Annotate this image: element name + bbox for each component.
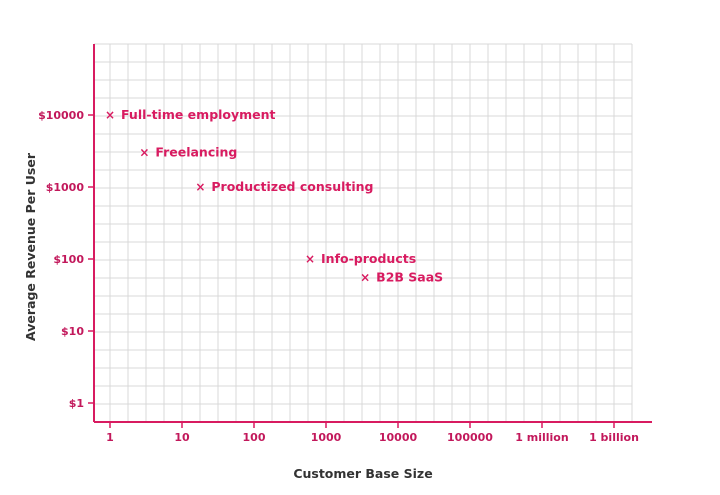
x-tick-label: 100: [243, 431, 266, 444]
data-point: × Freelancing: [139, 145, 237, 160]
point-label: B2B SaaS: [376, 270, 443, 285]
x-axis-title: Customer Base Size: [293, 466, 432, 481]
y-tick-label: $1: [69, 397, 84, 410]
x-tick-label: 1 billion: [589, 431, 639, 444]
y-tick-label: $10000: [38, 109, 84, 122]
x-tick-label: 1: [106, 431, 114, 444]
data-point: × Productized consulting: [195, 179, 373, 194]
x-tick-label: 10: [174, 431, 190, 444]
point-marker: ×: [105, 108, 115, 122]
y-axis-title: Average Revenue Per User: [23, 152, 38, 341]
grid: [94, 43, 633, 423]
point-label: Productized consulting: [211, 179, 373, 194]
x-tick-label: 10000: [379, 431, 418, 444]
point-marker: ×: [305, 252, 315, 266]
x-tick-label: 1000: [311, 431, 342, 444]
y-tick-label: $100: [53, 253, 84, 266]
axes: [93, 44, 652, 423]
point-label: Full-time employment: [121, 107, 276, 122]
point-marker: ×: [139, 146, 149, 160]
data-point: × B2B SaaS: [360, 270, 443, 285]
data-points: × Full-time employment × Freelancing × Produc…: [105, 107, 443, 285]
y-tick-label: $10: [61, 325, 84, 338]
x-tick-label: 100000: [447, 431, 493, 444]
data-point: × Full-time employment: [105, 107, 276, 122]
point-label: Freelancing: [155, 145, 237, 160]
x-tick-label: 1 million: [515, 431, 568, 444]
data-point: × Info-products: [305, 251, 416, 266]
y-tick-label: $1000: [46, 181, 85, 194]
y-axis-ticks: $1 $10 $100 $1000 $10000: [38, 109, 94, 410]
point-label: Info-products: [321, 251, 416, 266]
x-axis-ticks: 1 10 100 1000 10000 100000 1 million 1 billion: [106, 422, 639, 444]
point-marker: ×: [360, 271, 370, 285]
point-marker: ×: [195, 180, 205, 194]
